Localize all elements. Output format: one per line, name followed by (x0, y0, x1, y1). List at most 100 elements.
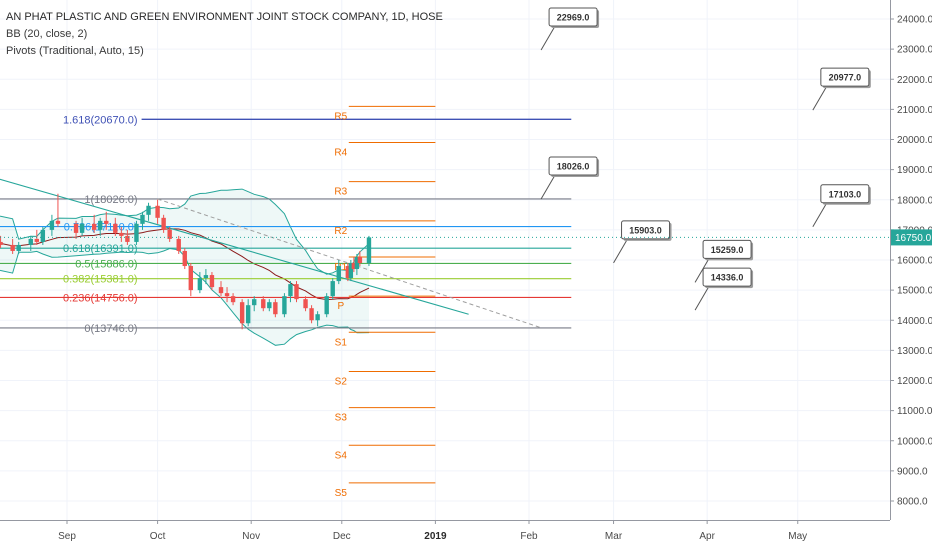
pivots-legend[interactable]: Pivots (Traditional, Auto, 15) (6, 45, 144, 57)
bb-basis (0, 228, 370, 301)
candle-body (357, 256, 363, 264)
pivot-label: S5 (335, 488, 348, 499)
callout-label: 17103.0 (829, 189, 862, 199)
callout-pointer (812, 202, 828, 228)
candle-body (40, 229, 46, 242)
candle-body (345, 266, 351, 279)
callout-pointer (812, 85, 828, 111)
callout-box[interactable] (548, 7, 598, 27)
candle-body (10, 244, 15, 251)
candle-body (366, 237, 372, 264)
fibonacci-levels[interactable]: 1.618(20670.0)1(18026.0)0.786(17110.0)0.… (0, 114, 572, 335)
last-price-badge[interactable] (891, 229, 932, 246)
y-tick-label: 19000.0 (897, 165, 932, 176)
pivot-label: P (337, 301, 344, 312)
callout-label: 14336.0 (711, 273, 744, 283)
candles (0, 193, 372, 330)
candle-body (34, 238, 40, 242)
candle-body (16, 244, 21, 251)
y-tick-label: 16000.0 (897, 256, 932, 267)
candle-body (239, 302, 245, 324)
x-tick-label: Apr (699, 531, 715, 542)
candle-body (252, 299, 257, 306)
candle-body (288, 284, 293, 297)
candle-body (79, 223, 85, 233)
candle-body (273, 302, 278, 315)
candle-body (351, 263, 357, 270)
candle-body (230, 296, 236, 303)
x-tick-label: Feb (520, 531, 538, 542)
candle-body (218, 287, 224, 294)
y-tick-label: 9000.0 (897, 466, 928, 477)
candle-body (315, 314, 320, 321)
fib-level-label: 0.236(14756.0) (63, 292, 138, 304)
candle-body (209, 275, 215, 288)
y-tick-label: 12000.0 (897, 376, 932, 387)
callout-label: 18026.0 (557, 161, 590, 171)
x-tick-label: 2019 (424, 531, 447, 542)
candle-body (267, 302, 272, 309)
price-callouts[interactable]: 22969.0 18026.0 15903.0 15259.0 14336.0 20977… (540, 7, 871, 311)
pivot-label: R1 (334, 262, 347, 273)
callout-box[interactable] (548, 156, 598, 176)
pivot-label: S1 (335, 337, 348, 348)
candle-body (125, 235, 130, 242)
chart-title: AN PHAT PLASTIC AND GREEN ENVIRONMENT JO… (6, 11, 443, 23)
callout-box[interactable] (820, 184, 870, 204)
callout-label: 15903.0 (629, 225, 662, 235)
candle-body (354, 256, 360, 270)
candle-body (261, 299, 266, 309)
y-tick-label: 8000.0 (897, 497, 928, 508)
callout-box[interactable] (702, 239, 752, 259)
candle-body (197, 278, 203, 291)
fib-level-label: 0.382(15381.0) (63, 274, 138, 286)
pivot-label: S2 (335, 376, 348, 387)
candle-body (28, 238, 33, 245)
candle-body (155, 205, 160, 218)
candle-body (348, 263, 354, 279)
candle-body (330, 281, 335, 297)
x-tick-label: Nov (242, 531, 260, 542)
pivot-label: R2 (334, 226, 347, 237)
y-tick-label: 24000.0 (897, 15, 932, 26)
candle-body (55, 220, 61, 224)
pivot-label: R3 (334, 187, 347, 198)
candle-body (0, 241, 3, 245)
candle-body (49, 220, 55, 230)
y-tick-label: 23000.0 (897, 45, 932, 56)
candle-body (336, 266, 341, 282)
candle-body (134, 223, 139, 242)
fib-level-label: 0.618(16391.0) (63, 243, 138, 255)
candle-body (188, 266, 194, 291)
y-tick-label: 18000.0 (897, 195, 932, 206)
callout-pointer (613, 238, 628, 264)
callout-box[interactable] (820, 67, 870, 87)
candle-body (98, 220, 103, 230)
candle-body (282, 296, 287, 315)
x-tick-label: May (788, 531, 807, 542)
candle-body (245, 305, 251, 324)
bb-legend[interactable]: BB (20, close, 2) (6, 28, 87, 40)
candle-body (224, 293, 230, 297)
callout-box[interactable] (702, 267, 752, 287)
fib-level-label: 1(18026.0) (84, 194, 137, 206)
pivot-label: S4 (335, 450, 348, 461)
callout-label: 22969.0 (557, 13, 590, 23)
y-tick-label: 15000.0 (897, 286, 932, 297)
callout-pointer (694, 285, 710, 311)
y-tick-label: 10000.0 (897, 436, 932, 447)
y-tick-label: 20000.0 (897, 135, 932, 146)
last-price-label: 16750.0 (895, 233, 932, 244)
pivot-label: S3 (335, 413, 348, 424)
candle-body (146, 205, 151, 215)
trendline-projection[interactable] (157, 198, 542, 329)
callout-box[interactable] (621, 220, 671, 240)
callout-label: 20977.0 (829, 73, 862, 83)
candle-body (91, 223, 97, 230)
pivot-label: R4 (334, 148, 347, 159)
candle-body (73, 223, 79, 233)
